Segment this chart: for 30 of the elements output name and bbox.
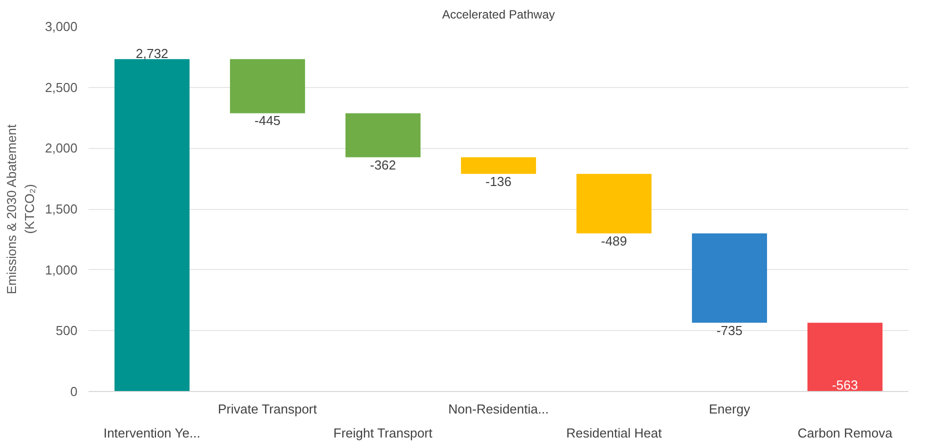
chart-title: Accelerated Pathway (442, 8, 555, 22)
x-tick-label: Freight Transport (333, 426, 433, 440)
y-tick-label: 3,000 (44, 19, 78, 34)
data-label: -362 (370, 157, 396, 172)
bar (807, 322, 883, 392)
x-tick-label: Intervention Ye... (103, 426, 200, 440)
data-label: 2,732 (136, 46, 168, 62)
x-tick-label: Residential Heat (566, 426, 662, 440)
data-label: -445 (254, 113, 281, 128)
bar (576, 174, 652, 234)
bar (230, 59, 306, 114)
data-label: -735 (716, 322, 743, 338)
x-tick-label: Carbon Remova (798, 426, 894, 440)
y-tick-label: 2,500 (44, 80, 78, 95)
bar (345, 113, 421, 158)
x-tick-label: Private Transport (218, 402, 318, 416)
bar (114, 59, 190, 392)
x-tick-label: Non-Residentia... (448, 402, 549, 416)
data-label: -489 (600, 233, 628, 248)
data-label: -563 (832, 377, 858, 392)
bar (692, 233, 768, 323)
y-tick-label: 500 (56, 323, 78, 338)
bar (460, 157, 536, 174)
data-label: -136 (485, 174, 512, 189)
y-tick-label: 1,500 (44, 202, 78, 216)
x-tick-label: Energy (708, 402, 751, 416)
y-tick-label: 1,000 (44, 262, 78, 278)
y-tick-label: 0 (70, 384, 78, 399)
y-tick-label: 2,000 (44, 140, 78, 156)
y-axis-title: Emissions & 2030 Abatement (KTCO₂) (4, 124, 37, 294)
